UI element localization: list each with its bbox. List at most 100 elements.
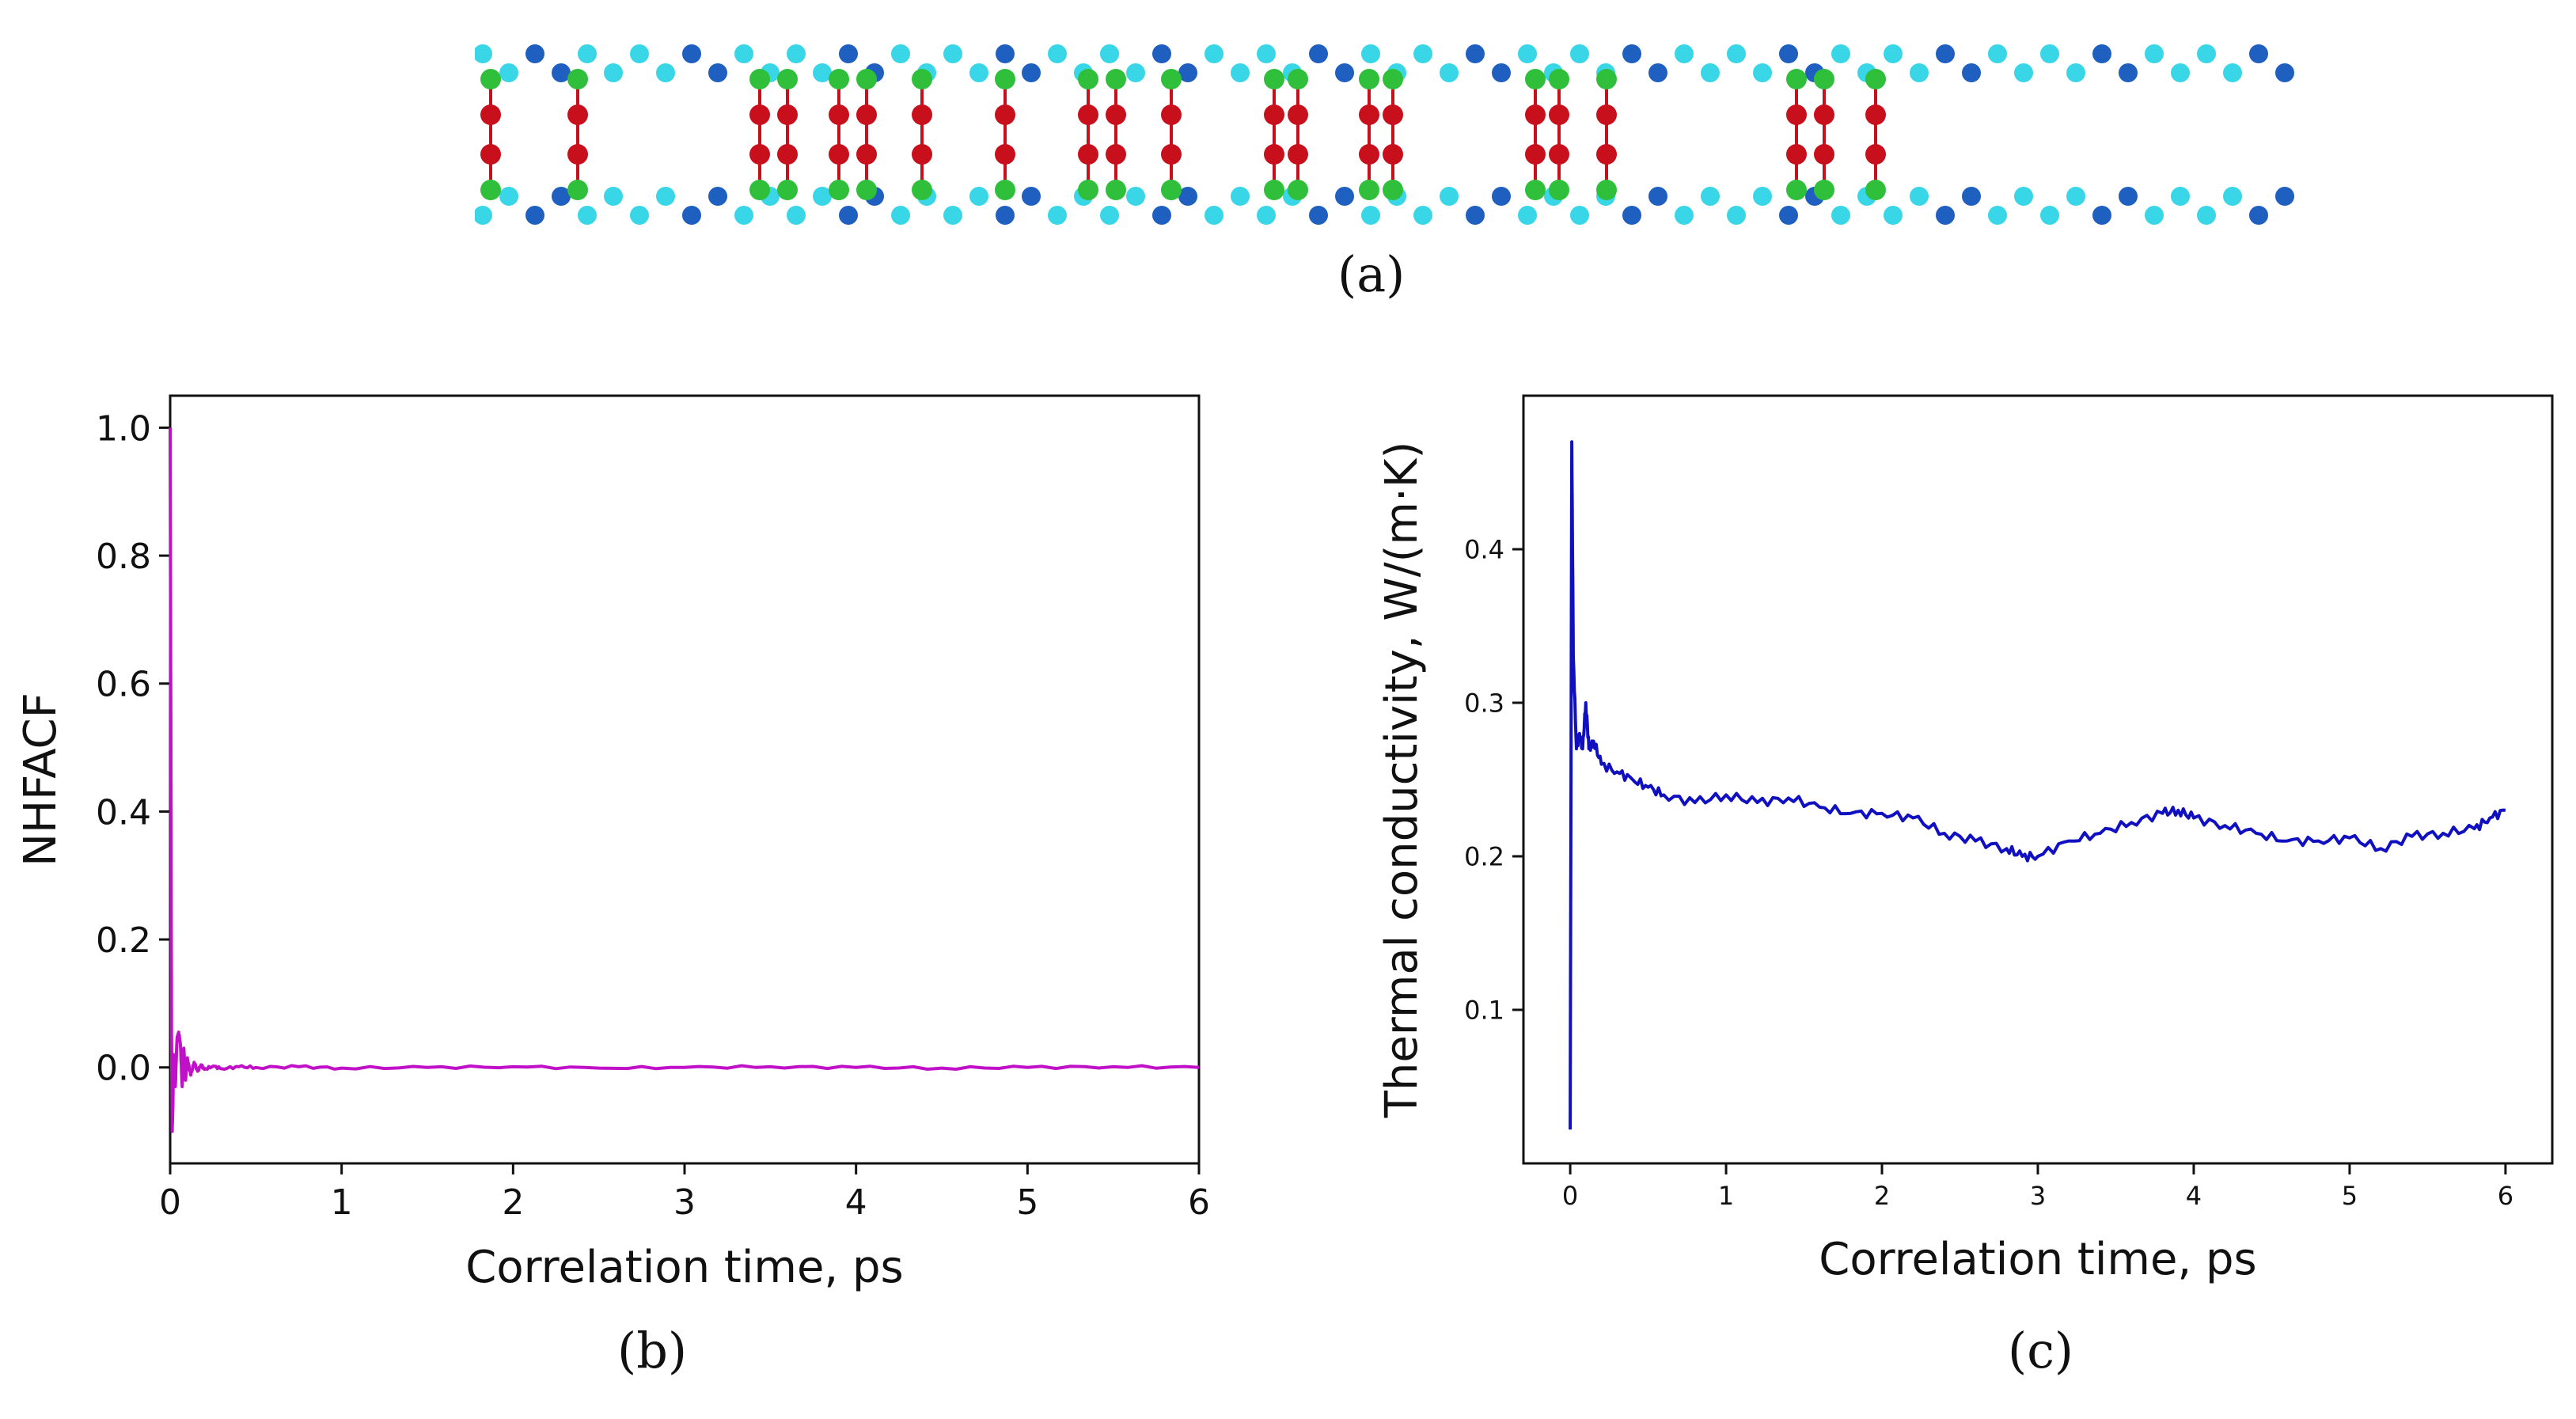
atom-top <box>2066 63 2085 82</box>
atom-top <box>1413 44 1432 63</box>
atom-top <box>2197 44 2216 63</box>
atom-red <box>1106 104 1126 125</box>
atom-bottom <box>1335 187 1354 206</box>
atom-bottom <box>839 206 858 225</box>
nhfacf-chart: 0 1 2 3 4 5 6 0.0 0.2 0.4 0.6 0.8 1.0 Correlation tim… <box>15 394 1210 1293</box>
atom-top <box>1831 44 1850 63</box>
atom-top <box>2040 44 2059 63</box>
atom-top <box>1910 63 1929 82</box>
x-tick-label: 6 <box>2498 1181 2513 1211</box>
atom-bottom <box>2145 206 2164 225</box>
atom-top <box>1988 44 2007 63</box>
y-tick-label: 0.3 <box>1464 689 1504 719</box>
atom-bottom <box>1231 187 1250 206</box>
atom-green <box>1264 69 1284 89</box>
atom-red <box>1288 104 1308 125</box>
atom-green <box>749 69 770 89</box>
atom-bottom <box>1962 187 1981 206</box>
atom-bottom <box>1126 187 1145 206</box>
atom-top <box>1048 44 1067 63</box>
atom-green <box>1865 69 1886 89</box>
atom-top <box>787 44 806 63</box>
y-tick-label: 0.4 <box>1464 535 1504 565</box>
atom-top <box>1257 44 1276 63</box>
atom-red <box>856 104 877 125</box>
atom-bottom <box>969 187 988 206</box>
atom-bottom <box>656 187 675 206</box>
y-tick-label: 1.0 <box>96 408 151 449</box>
atom-top <box>1466 44 1485 63</box>
atom-bottom <box>1205 206 1224 225</box>
atom-top <box>1231 63 1250 82</box>
atom-green <box>1161 69 1182 89</box>
atom-bottom <box>1309 206 1328 225</box>
atom-red <box>1383 144 1403 165</box>
x-tick-label: 5 <box>2342 1181 2358 1211</box>
atom-green <box>1359 69 1379 89</box>
atom-top <box>708 63 727 82</box>
atom-bottom <box>1753 187 1772 206</box>
y-tick-label: 0.8 <box>96 537 151 577</box>
atom-bottom <box>525 206 544 225</box>
atom-bottom <box>578 206 597 225</box>
atom-red <box>1359 104 1379 125</box>
atom-bottom <box>1022 187 1041 206</box>
atom-red <box>1525 104 1546 125</box>
atom-red <box>1596 104 1617 125</box>
x-tick-label: 3 <box>2030 1181 2046 1211</box>
atom-green <box>480 180 501 200</box>
atom-bottom <box>708 187 727 206</box>
atom-top <box>604 63 623 82</box>
atom-top <box>996 44 1015 63</box>
atom-red <box>1106 144 1126 165</box>
atom-top <box>1440 63 1459 82</box>
atom-green <box>1814 69 1834 89</box>
atom-green <box>1549 180 1569 200</box>
atom-green <box>567 69 588 89</box>
atom-bottom <box>2223 187 2242 206</box>
atom-top <box>2092 44 2111 63</box>
atom-bottom <box>2014 187 2033 206</box>
atom-green <box>1359 180 1379 200</box>
atom-top <box>1126 63 1145 82</box>
plot-frame <box>1522 394 2554 1165</box>
atom-top <box>943 44 962 63</box>
atom-green <box>480 69 501 89</box>
atom-top <box>1936 44 1955 63</box>
atom-top <box>1335 63 1354 82</box>
molecular-structure-image <box>475 44 2294 225</box>
atom-red <box>1596 144 1617 165</box>
atom-top <box>2275 63 2294 82</box>
atom-bottom <box>475 206 492 225</box>
y-axis-label: Thermal conductivity, W/(m·K) <box>1376 442 1428 1119</box>
atom-bottom <box>1936 206 1955 225</box>
atom-top <box>1022 63 1041 82</box>
atom-red <box>1383 104 1403 125</box>
atom-green <box>1078 69 1098 89</box>
x-axis-label: Correlation time, ps <box>465 1242 903 1293</box>
atom-bottom <box>1988 206 2007 225</box>
atom-top <box>1570 44 1589 63</box>
atom-green <box>1596 69 1617 89</box>
atom-chains <box>475 44 2294 225</box>
atom-bottom <box>1779 206 1798 225</box>
atom-top <box>2145 44 2164 63</box>
atom-red <box>912 104 932 125</box>
atom-top <box>2249 44 2268 63</box>
atom-bottom <box>1413 206 1432 225</box>
atom-bottom <box>1831 206 1850 225</box>
x-tick-label: 2 <box>1874 1181 1890 1211</box>
atom-top <box>1648 63 1667 82</box>
atom-top <box>734 44 753 63</box>
atom-green <box>1264 180 1284 200</box>
atom-green <box>777 180 798 200</box>
atom-top <box>813 63 832 82</box>
atom-top <box>1884 44 1903 63</box>
atom-red <box>567 144 588 165</box>
atom-bottom <box>1361 206 1380 225</box>
atom-top <box>656 63 675 82</box>
atom-green <box>829 180 849 200</box>
atom-red <box>829 104 849 125</box>
atom-red <box>480 144 501 165</box>
atom-red <box>856 144 877 165</box>
